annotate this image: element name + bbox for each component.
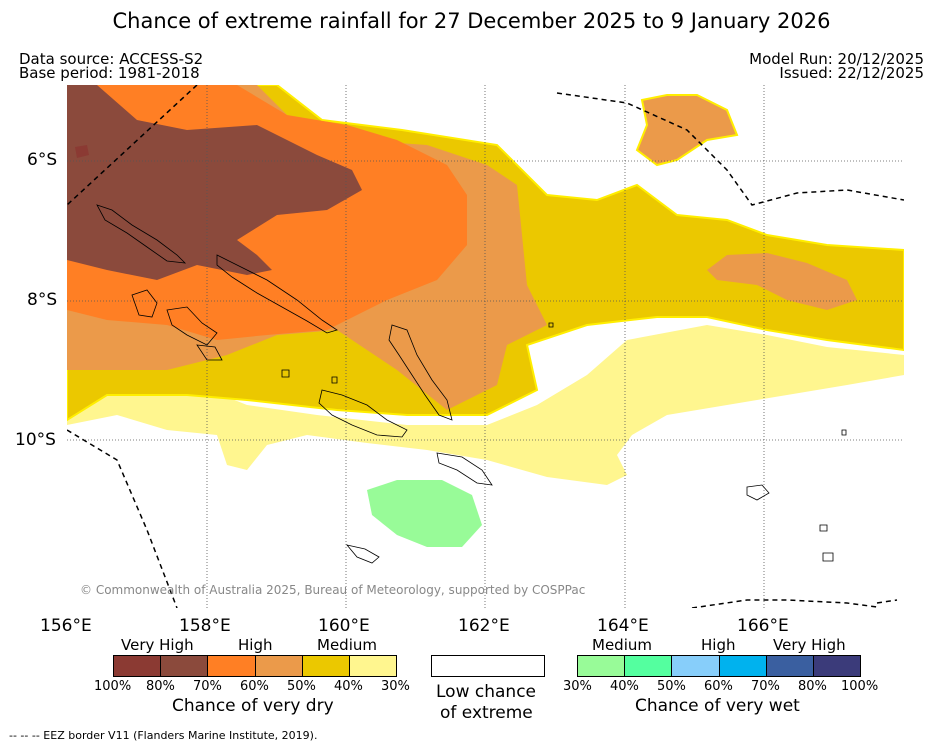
makira-island bbox=[436, 452, 493, 486]
dry-tick-60: 60% bbox=[240, 679, 269, 694]
wet-header-high: High bbox=[701, 636, 736, 654]
islands bbox=[96, 204, 847, 564]
eez-borders bbox=[67, 85, 904, 608]
lon-label-156e: 156°E bbox=[40, 616, 92, 636]
dry-tick-40: 40% bbox=[334, 679, 363, 694]
lon-label-166e: 166°E bbox=[737, 616, 789, 636]
new-georgia-islands bbox=[131, 289, 223, 361]
lat-label-6s: 6°S bbox=[27, 150, 58, 170]
low-chance-label-line1: Low chance bbox=[436, 682, 536, 702]
base-period-label: Base period: 1981-2018 bbox=[19, 64, 200, 82]
map-title: Chance of extreme rainfall for 27 Decemb… bbox=[112, 9, 831, 33]
low-chance-swatch bbox=[431, 655, 545, 677]
wet-swatch-6 bbox=[813, 656, 861, 676]
wet-tick-80: 80% bbox=[798, 679, 827, 694]
dry-region-pale bbox=[67, 325, 904, 485]
eez-footnote: -- -- -- EEZ border V11 (Flanders Marine… bbox=[9, 729, 318, 742]
model-run-label: Model Run: 20/12/2025 bbox=[749, 50, 924, 68]
dry-swatch-4 bbox=[255, 656, 303, 676]
dry-tick-80: 80% bbox=[146, 679, 175, 694]
dry-colorbar bbox=[113, 655, 397, 677]
dry-swatch-5 bbox=[302, 656, 350, 676]
dry-swatch-3 bbox=[208, 656, 256, 676]
dry-header-high: High bbox=[238, 636, 273, 654]
issued-label: Issued: 22/12/2025 bbox=[779, 64, 924, 82]
wet-swatch-2 bbox=[625, 656, 673, 676]
small-islets bbox=[281, 322, 847, 436]
wet-legend-label: Chance of very wet bbox=[635, 696, 800, 716]
dry-header-very-high: Very High bbox=[121, 636, 194, 654]
wet-region-green bbox=[367, 480, 482, 547]
lon-label-164e: 164°E bbox=[597, 616, 649, 636]
data-source-label: Data source: ACCESS-S2 bbox=[19, 50, 204, 68]
dry-legend-label: Chance of very dry bbox=[172, 696, 334, 716]
malaita-island bbox=[388, 324, 453, 421]
lat-label-10s: 10°S bbox=[15, 430, 56, 450]
wet-swatch-1 bbox=[578, 656, 626, 676]
santa-cruz-islands bbox=[746, 484, 834, 562]
wet-swatch-4 bbox=[719, 656, 767, 676]
wet-swatch-5 bbox=[766, 656, 814, 676]
dry-tick-30: 30% bbox=[381, 679, 410, 694]
copyright-notice: © Commonwealth of Australia 2025, Bureau… bbox=[80, 583, 586, 597]
wet-tick-30: 30% bbox=[563, 679, 592, 694]
wet-header-very-high: Very High bbox=[773, 636, 846, 654]
dry-swatch-2 bbox=[161, 656, 209, 676]
dry-region-light-orange-east bbox=[707, 253, 857, 310]
choiseul-island bbox=[96, 204, 187, 264]
dry-header-medium: Medium bbox=[317, 636, 377, 654]
low-chance-label-line2: of extreme bbox=[440, 703, 533, 723]
dry-region-extreme-spot bbox=[75, 145, 89, 158]
wet-swatch-3 bbox=[672, 656, 720, 676]
lat-label-8s: 8°S bbox=[27, 290, 58, 310]
lon-label-158e: 158°E bbox=[179, 616, 231, 636]
guadalcanal-island bbox=[318, 389, 408, 438]
wet-colorbar bbox=[577, 655, 861, 677]
lon-label-162e: 162°E bbox=[458, 616, 510, 636]
dry-region-very-high bbox=[67, 85, 362, 280]
rennell-island bbox=[345, 544, 380, 564]
dry-tick-100: 100% bbox=[94, 679, 132, 694]
dry-tick-50: 50% bbox=[287, 679, 316, 694]
dry-tick-70: 70% bbox=[193, 679, 222, 694]
santa-isabel-island bbox=[216, 254, 338, 334]
wet-tick-60: 60% bbox=[704, 679, 733, 694]
dry-swatch-1 bbox=[114, 656, 162, 676]
rainfall-map bbox=[67, 85, 904, 608]
lon-label-160e: 160°E bbox=[318, 616, 370, 636]
wet-tick-40: 40% bbox=[610, 679, 639, 694]
dry-swatch-6 bbox=[349, 656, 397, 676]
wet-header-medium: Medium bbox=[592, 636, 652, 654]
wet-tick-50: 50% bbox=[657, 679, 686, 694]
wet-tick-100: 100% bbox=[841, 679, 879, 694]
wet-tick-70: 70% bbox=[751, 679, 780, 694]
